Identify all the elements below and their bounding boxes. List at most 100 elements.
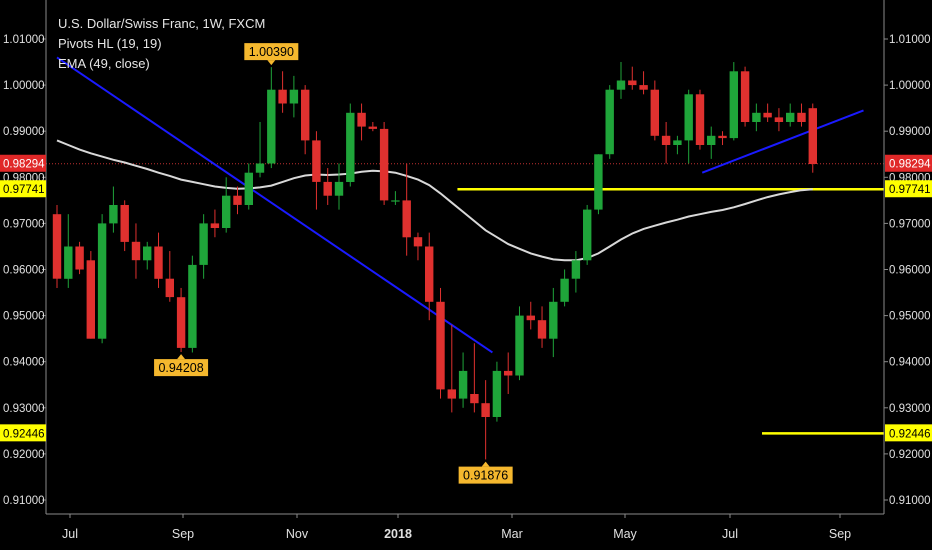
- candle-body: [154, 246, 163, 279]
- candle: [52, 204, 62, 288]
- candle-body: [786, 112, 795, 122]
- candle: [526, 301, 535, 330]
- candle-body: [188, 264, 197, 348]
- candle: [605, 85, 614, 159]
- candle-body: [199, 223, 208, 265]
- candle-body: [391, 200, 400, 202]
- candle: [549, 287, 558, 358]
- candle: [571, 251, 581, 293]
- axis-marker-box: [885, 180, 932, 198]
- candle-body: [763, 112, 772, 118]
- y-tick-label-left: 0.92000: [3, 449, 45, 461]
- y-tick-label-left: 0.95000: [3, 311, 45, 323]
- candle-body: [729, 71, 738, 139]
- candle: [560, 269, 569, 307]
- x-tick-label: May: [613, 527, 637, 541]
- candle: [492, 361, 502, 422]
- candles-layer: [52, 62, 817, 460]
- candle: [447, 324, 456, 413]
- candle-body: [447, 389, 456, 399]
- candle-body: [312, 140, 321, 182]
- axis-marker-left-0: 0.98294: [0, 154, 46, 172]
- y-tick-label-left: 0.93000: [3, 403, 45, 415]
- candle: [222, 177, 231, 233]
- y-tick-label-left: 0.91000: [3, 495, 45, 507]
- axis-marker-right-1: 0.97741: [885, 180, 932, 198]
- candle-body: [718, 135, 727, 139]
- candle-body: [131, 241, 141, 261]
- candle-body: [425, 246, 434, 302]
- candle: [323, 168, 332, 205]
- pivot-pointer: [177, 354, 186, 360]
- candle-body: [368, 126, 377, 129]
- pivot-label-1: 0.94208: [154, 354, 209, 377]
- candle-body: [176, 297, 186, 348]
- candle-body: [120, 205, 129, 242]
- candle: [470, 343, 479, 413]
- axis-marker-box: [0, 154, 46, 172]
- pivot-text: 1.00390: [249, 45, 294, 59]
- candle-body: [143, 246, 152, 261]
- pivot-box: [458, 466, 513, 484]
- legend-ema: EMA (49, close): [58, 56, 150, 71]
- candle-body: [222, 195, 231, 228]
- candle-body: [684, 94, 693, 141]
- candle: [504, 352, 513, 394]
- y-tick-label-left: 1.00000: [3, 80, 45, 92]
- candle-body: [583, 209, 592, 261]
- pivot-pointer: [267, 60, 276, 66]
- trend-line-0: [56, 56, 493, 354]
- candle-body: [774, 117, 784, 122]
- trend-line-1: [701, 109, 864, 174]
- candle: [752, 103, 761, 132]
- candle-body: [492, 370, 502, 417]
- candle: [740, 66, 750, 127]
- candle: [695, 89, 705, 150]
- candle: [75, 241, 84, 275]
- candle-body: [233, 195, 242, 205]
- candle: [233, 186, 242, 215]
- axis-marker-text: 0.98294: [3, 159, 45, 171]
- candle: [357, 103, 366, 141]
- candle: [199, 214, 208, 279]
- candle-body: [301, 89, 310, 141]
- y-tick-label-left: 0.94000: [3, 357, 45, 369]
- candle: [797, 103, 806, 127]
- y-tick-label-right: 0.97000: [889, 218, 931, 230]
- ema-line: [56, 139, 813, 262]
- candle-body: [436, 301, 445, 390]
- candle: [165, 251, 174, 302]
- candle: [334, 163, 344, 210]
- candle-body: [537, 320, 547, 339]
- legend-title: U.S. Dollar/Swiss Franc, 1W, FXCM: [58, 16, 266, 31]
- axis-marker-right-2: 0.92446: [885, 424, 932, 442]
- candle: [729, 62, 738, 141]
- candle-body: [278, 89, 287, 104]
- candle: [278, 71, 287, 113]
- candle: [684, 89, 693, 164]
- candle: [312, 131, 321, 210]
- x-tick-label: Jul: [722, 527, 738, 541]
- candle: [210, 209, 220, 238]
- candle-body: [808, 108, 817, 164]
- candle-body: [481, 403, 490, 417]
- candle-body: [165, 278, 174, 298]
- candle: [109, 186, 118, 233]
- candle-body: [334, 181, 344, 196]
- candle-body: [571, 260, 581, 279]
- candle-body: [515, 315, 524, 376]
- candle: [673, 135, 682, 155]
- candle-body: [75, 246, 84, 270]
- y-tick-label-left: 0.97000: [3, 218, 45, 230]
- candle: [413, 232, 423, 261]
- x-tick-label: Sep: [829, 527, 851, 541]
- candle: [763, 103, 772, 122]
- candle-body: [616, 80, 626, 90]
- candle-body: [244, 172, 253, 205]
- axis-marker-box: [885, 424, 932, 442]
- candle-body: [650, 89, 659, 136]
- axis-marker-box: [885, 154, 932, 172]
- candle-body: [64, 246, 73, 279]
